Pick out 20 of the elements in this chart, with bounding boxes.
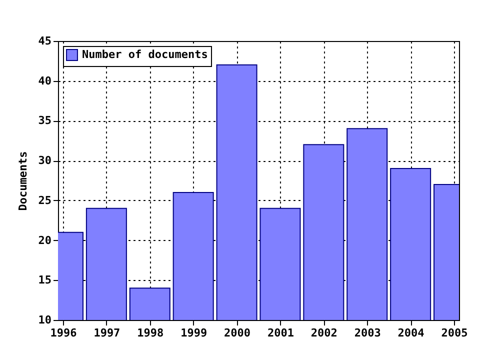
x-tick-label: 2002 xyxy=(310,326,338,340)
x-tick-label: 1997 xyxy=(94,326,120,340)
x-tick-label: 2000 xyxy=(224,326,251,340)
y-tick-label: 35 xyxy=(38,114,52,128)
y-tick-label: 30 xyxy=(38,154,52,168)
x-tick-label: 1996 xyxy=(50,326,78,340)
legend-label: Number of documents xyxy=(82,48,208,61)
y-axis-title: Documents xyxy=(16,151,30,211)
x-tick-label: 2004 xyxy=(398,326,425,340)
x-tick-label: 1999 xyxy=(180,326,208,340)
x-tick-label: 2005 xyxy=(441,326,468,340)
y-tick-label: 25 xyxy=(38,194,52,207)
x-tick-label: 2001 xyxy=(267,326,294,340)
y-tick-label: 40 xyxy=(38,74,52,88)
y-tick-label: 10 xyxy=(38,314,52,326)
x-tick-label: 1998 xyxy=(137,326,164,340)
x-tick-label: 2003 xyxy=(354,326,381,340)
y-tick-label: 20 xyxy=(38,234,52,247)
y-tick-label: 45 xyxy=(38,34,52,48)
y-tick-label: 15 xyxy=(38,274,52,287)
